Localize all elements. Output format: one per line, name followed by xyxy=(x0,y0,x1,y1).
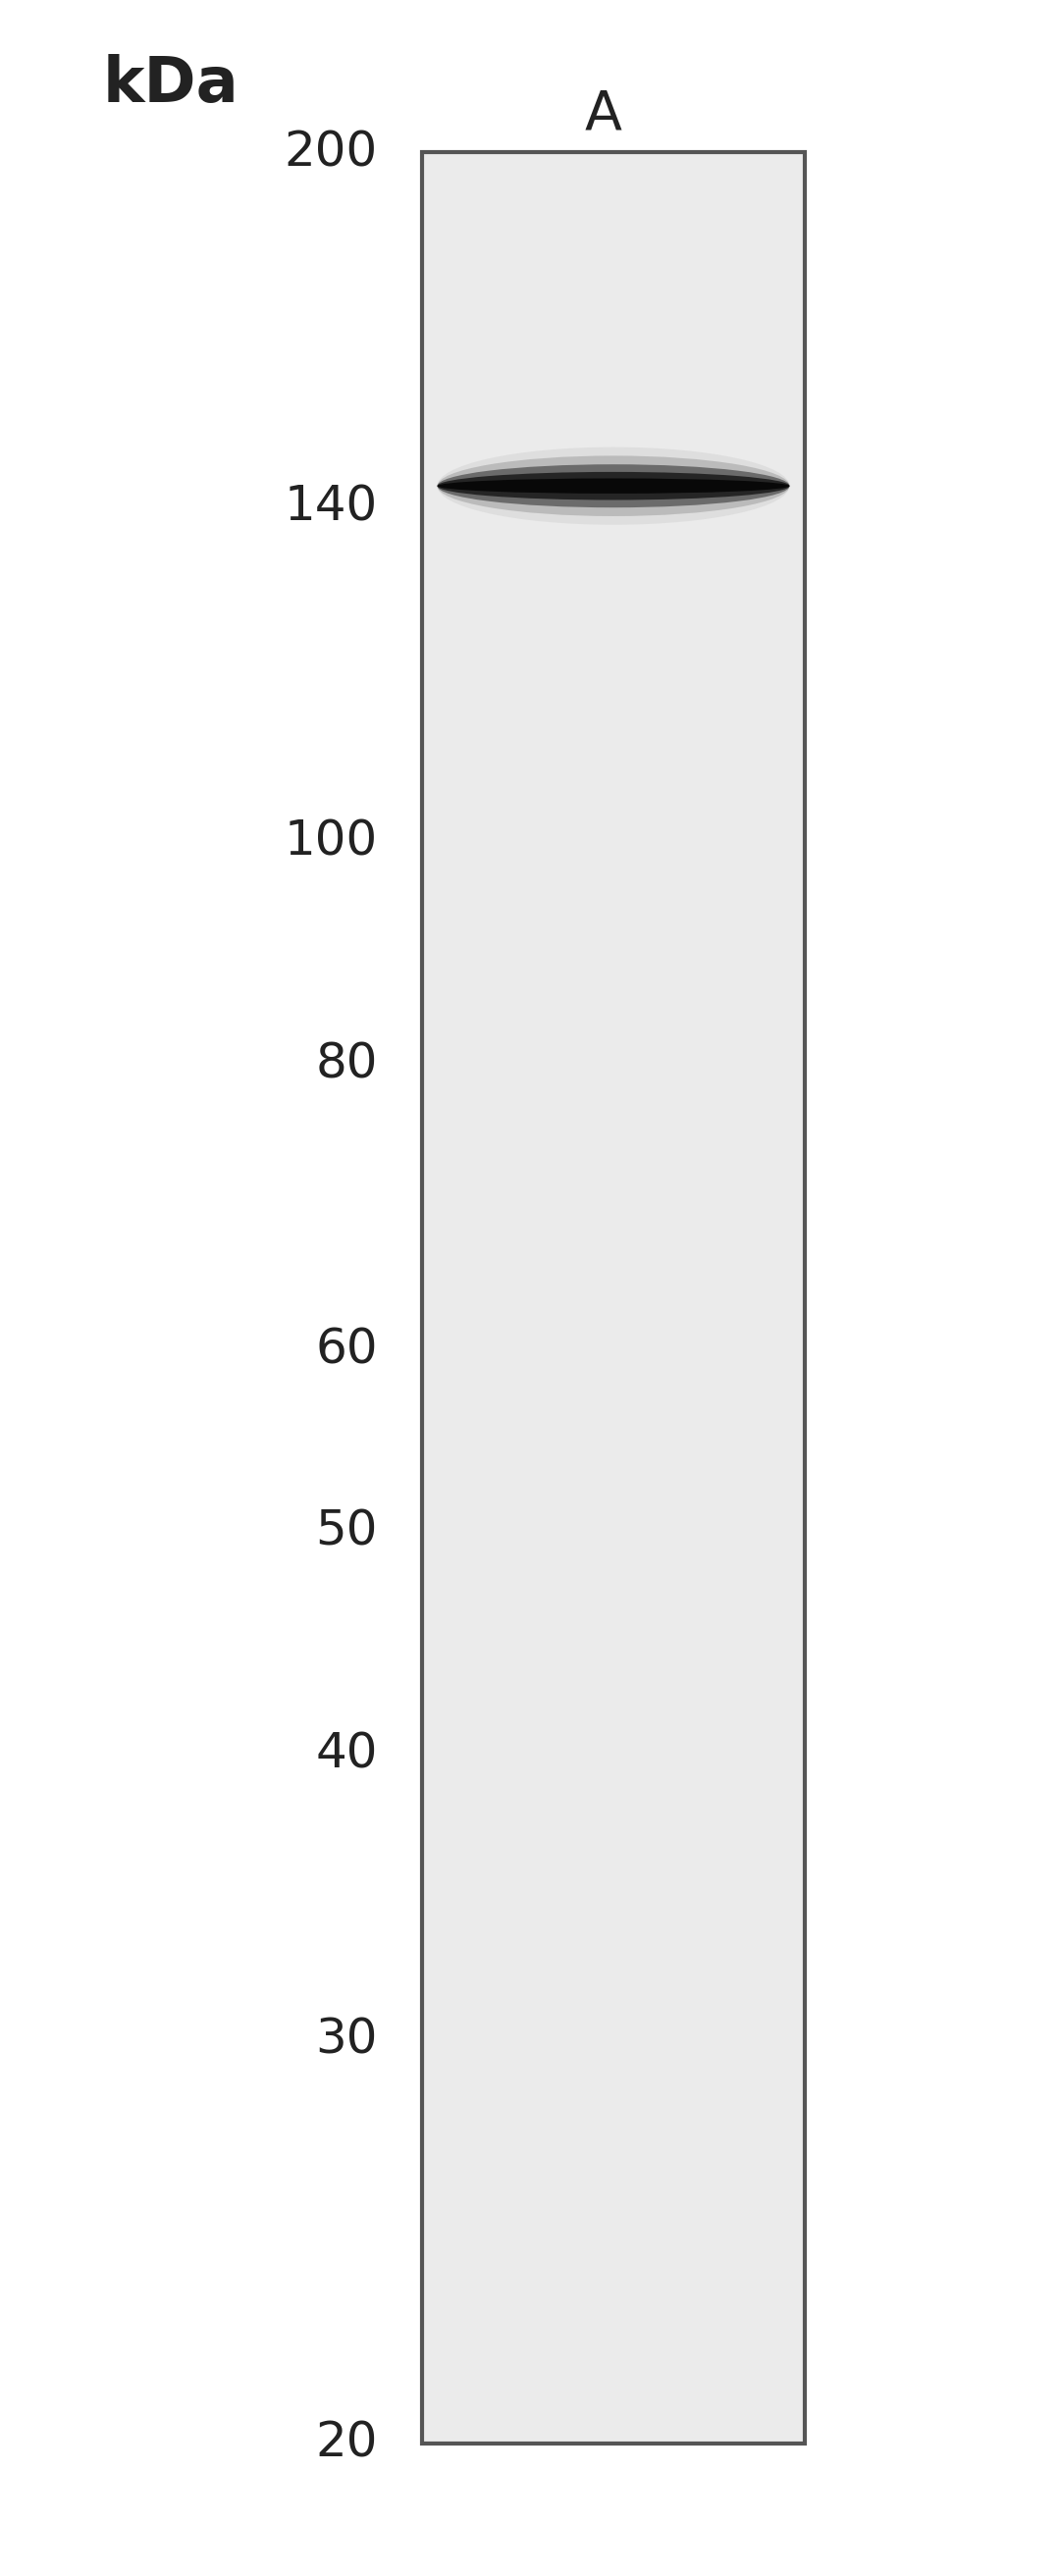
Text: A: A xyxy=(585,88,622,142)
Text: 20: 20 xyxy=(316,2419,377,2468)
Text: 100: 100 xyxy=(284,819,377,866)
Ellipse shape xyxy=(438,479,790,495)
Bar xyxy=(422,152,805,2445)
Ellipse shape xyxy=(438,456,790,515)
Text: 80: 80 xyxy=(316,1041,377,1087)
Ellipse shape xyxy=(438,448,790,526)
Text: 60: 60 xyxy=(316,1327,377,1373)
Text: 50: 50 xyxy=(316,1507,377,1556)
Ellipse shape xyxy=(438,464,790,507)
Text: 200: 200 xyxy=(284,129,377,175)
Text: 40: 40 xyxy=(316,1731,377,1777)
Text: 30: 30 xyxy=(316,2017,377,2063)
Text: kDa: kDa xyxy=(103,54,240,116)
Ellipse shape xyxy=(438,471,790,500)
Text: 140: 140 xyxy=(284,484,377,531)
